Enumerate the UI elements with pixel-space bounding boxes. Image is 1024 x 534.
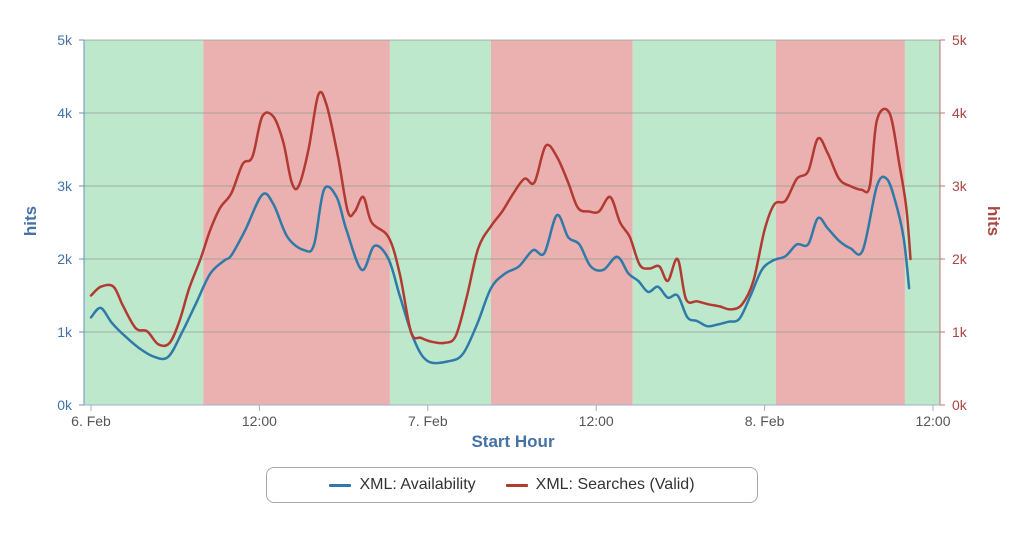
y-tick-label-left-3: 3k bbox=[57, 178, 73, 194]
y-tick-label-left-5: 5k bbox=[57, 32, 73, 48]
series-line-xml-searches-valid bbox=[89, 90, 912, 348]
band-2 bbox=[389, 40, 491, 405]
x-tick-label-0: 6. Feb bbox=[71, 413, 111, 429]
x-tick-label-3: 12:00 bbox=[579, 413, 614, 429]
x-tick-label-5: 12:00 bbox=[915, 413, 950, 429]
legend: XML: Availability XML: Searches (Valid) bbox=[266, 467, 758, 503]
band-1 bbox=[203, 40, 390, 405]
x-tick-label-4: 8. Feb bbox=[745, 413, 785, 429]
y-tick-label-right-4: 4k bbox=[952, 105, 968, 121]
y-tick-label-right-3: 3k bbox=[952, 178, 968, 194]
series-lines bbox=[89, 90, 912, 365]
tick-labels: 0k 0k 1k 1k 2k 2k 3k 3k 4k 4k 5k 5k 6. Feb 12:00 7. Fe… bbox=[57, 32, 968, 429]
y-axis-title-left: hits bbox=[21, 206, 40, 236]
series-line-xml-availability bbox=[89, 175, 911, 365]
legend-swatch-searches bbox=[505, 483, 528, 487]
y-tick-label-left-4: 4k bbox=[57, 105, 73, 121]
band-6 bbox=[904, 40, 940, 405]
band-0 bbox=[84, 40, 204, 405]
x-tick-label-1: 12:00 bbox=[242, 413, 277, 429]
y-tick-label-right-0: 0k bbox=[952, 397, 968, 413]
band-4 bbox=[632, 40, 776, 405]
x-axis-title: Start Hour bbox=[471, 432, 555, 451]
y-tick-label-left-1: 1k bbox=[57, 324, 73, 340]
legend-swatch-availability bbox=[329, 483, 352, 487]
legend-label-searches: XML: Searches (Valid) bbox=[535, 476, 695, 493]
band-5 bbox=[775, 40, 905, 405]
y-tick-label-left-0: 0k bbox=[57, 397, 73, 413]
y-tick-label-right-1: 1k bbox=[952, 324, 968, 340]
gridlines bbox=[84, 39, 940, 333]
y-tick-label-right-5: 5k bbox=[952, 32, 968, 48]
legend-item-availability[interactable]: XML: Availability bbox=[329, 476, 476, 494]
legend-label-availability: XML: Availability bbox=[359, 476, 476, 493]
y-tick-label-right-2: 2k bbox=[952, 251, 968, 267]
y-tick-label-left-2: 2k bbox=[57, 251, 73, 267]
background-bands bbox=[84, 40, 940, 405]
legend-item-searches[interactable]: XML: Searches (Valid) bbox=[505, 476, 695, 494]
axes bbox=[79, 39, 945, 411]
x-tick-label-2: 7. Feb bbox=[408, 413, 448, 429]
y-axis-title-right: hits bbox=[984, 206, 1003, 236]
